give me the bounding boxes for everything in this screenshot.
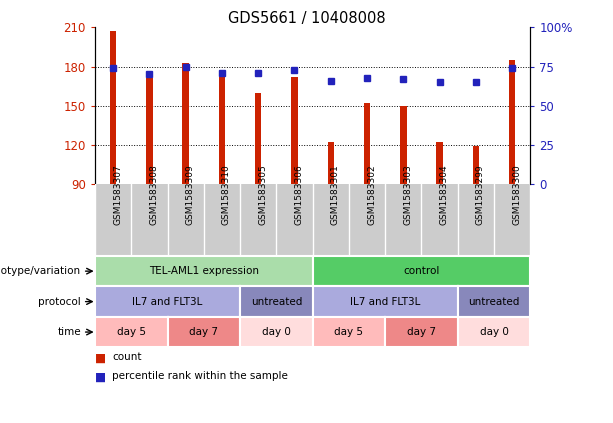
Text: day 5: day 5 [117, 327, 146, 337]
Text: day 0: day 0 [479, 327, 508, 337]
Text: count: count [112, 352, 142, 362]
Text: time: time [57, 327, 81, 337]
Text: ■: ■ [95, 371, 106, 384]
Bar [110, 31, 116, 184]
Text: TEL-AML1 expression: TEL-AML1 expression [149, 266, 259, 276]
Text: GSM1583306: GSM1583306 [294, 165, 303, 225]
Text: GSM1583301: GSM1583301 [331, 165, 340, 225]
Text: day 5: day 5 [335, 327, 364, 337]
Text: GSM1583303: GSM1583303 [403, 165, 413, 225]
Text: GSM1583307: GSM1583307 [113, 165, 122, 225]
Bar [183, 63, 189, 184]
Text: GSM1583300: GSM1583300 [512, 165, 521, 225]
Text: control: control [403, 266, 440, 276]
Text: genotype/variation: genotype/variation [0, 266, 81, 276]
Bar [364, 103, 370, 184]
Text: IL7 and FLT3L: IL7 and FLT3L [132, 297, 203, 307]
Text: GSM1583308: GSM1583308 [150, 165, 158, 225]
Bar [473, 146, 479, 184]
Text: GSM1583309: GSM1583309 [186, 165, 195, 225]
Text: ■: ■ [95, 352, 106, 365]
Text: GSM1583310: GSM1583310 [222, 165, 231, 225]
Bar [255, 93, 262, 184]
Text: GSM1583299: GSM1583299 [476, 165, 485, 225]
Text: GSM1583304: GSM1583304 [440, 165, 449, 225]
Text: protocol: protocol [38, 297, 81, 307]
Text: GSM1583302: GSM1583302 [367, 165, 376, 225]
Bar [146, 78, 153, 184]
Bar [509, 60, 516, 184]
Bar [291, 77, 298, 184]
Bar [436, 142, 443, 184]
Text: GSM1583305: GSM1583305 [258, 165, 267, 225]
Bar [400, 106, 406, 184]
Text: untreated: untreated [251, 297, 302, 307]
Text: untreated: untreated [468, 297, 520, 307]
Text: IL7 and FLT3L: IL7 and FLT3L [350, 297, 421, 307]
Text: day 0: day 0 [262, 327, 291, 337]
Text: day 7: day 7 [189, 327, 218, 337]
Text: GDS5661 / 10408008: GDS5661 / 10408008 [227, 11, 386, 25]
Bar [219, 77, 225, 184]
Bar [327, 142, 334, 184]
Text: percentile rank within the sample: percentile rank within the sample [112, 371, 288, 381]
Text: day 7: day 7 [407, 327, 436, 337]
